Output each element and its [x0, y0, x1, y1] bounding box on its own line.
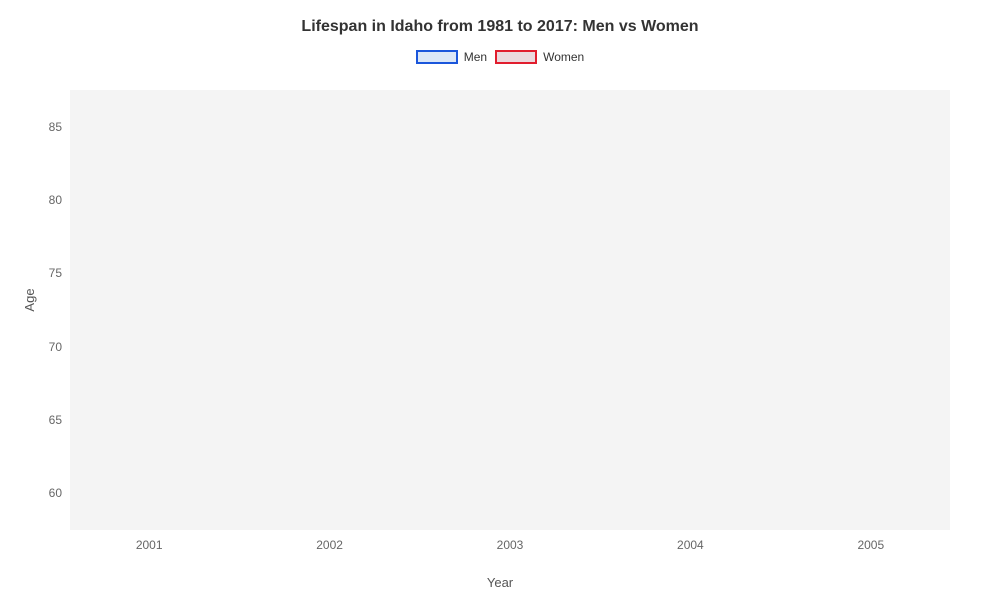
y-tick: 85: [49, 120, 62, 134]
y-tick: 70: [49, 340, 62, 354]
plot-area: 606570758085 20012002200320042005: [70, 90, 950, 530]
chart-container: Lifespan in Idaho from 1981 to 2017: Men…: [0, 0, 1000, 600]
x-tick: 2001: [136, 538, 163, 552]
chart-title: Lifespan in Idaho from 1981 to 2017: Men…: [0, 0, 1000, 36]
plot-background: [70, 90, 950, 530]
legend-item-men[interactable]: Men: [416, 50, 487, 64]
x-tick: 2005: [857, 538, 884, 552]
y-tick: 80: [49, 193, 62, 207]
legend-swatch-women: [495, 50, 537, 64]
y-tick: 75: [49, 266, 62, 280]
x-axis-label: Year: [487, 575, 513, 590]
x-tick: 2002: [316, 538, 343, 552]
legend: Men Women: [0, 50, 1000, 64]
x-tick: 2003: [497, 538, 524, 552]
legend-item-women[interactable]: Women: [495, 50, 584, 64]
legend-label-men: Men: [464, 50, 487, 64]
y-tick: 65: [49, 413, 62, 427]
y-axis-label: Age: [22, 288, 37, 311]
legend-label-women: Women: [543, 50, 584, 64]
y-tick: 60: [49, 486, 62, 500]
x-tick: 2004: [677, 538, 704, 552]
legend-swatch-men: [416, 50, 458, 64]
